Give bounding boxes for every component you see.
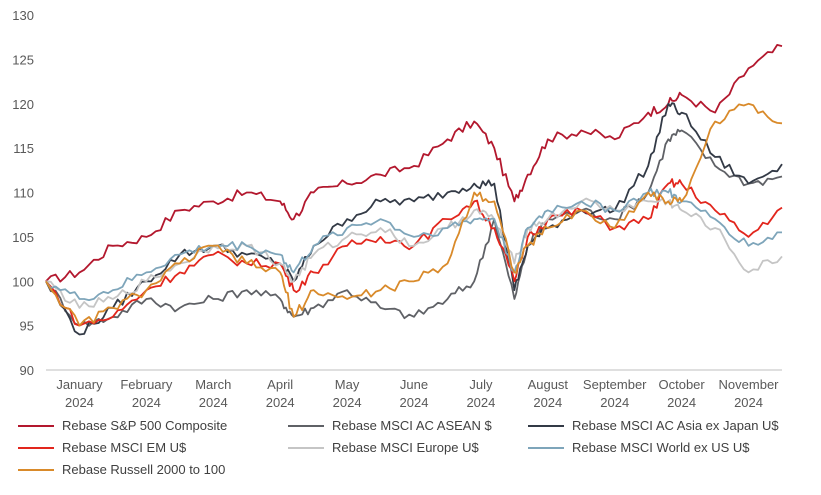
series-line-6 xyxy=(45,187,782,301)
legend-label: Rebase MSCI AC Asia ex Japan U$ xyxy=(572,418,779,433)
x-tick-label-month: July xyxy=(469,377,493,392)
legend-item: Rebase MSCI Europe U$ xyxy=(288,440,479,455)
x-tick-label-month: September xyxy=(583,377,647,392)
legend-item: Rebase MSCI World ex US U$ xyxy=(528,440,750,455)
y-axis: 90 95 100 105 110 115 120 125 130 xyxy=(12,8,34,378)
legend-swatch xyxy=(288,424,324,427)
x-tick-label-year: 2024 xyxy=(533,395,562,410)
x-tick-label-year: 2024 xyxy=(333,395,362,410)
legend-swatch xyxy=(288,446,324,449)
x-tick-label-year: 2024 xyxy=(400,395,429,410)
legend-label: Rebase MSCI Europe U$ xyxy=(332,440,479,455)
y-tick-label: 130 xyxy=(12,8,34,23)
y-tick-label: 125 xyxy=(12,52,34,67)
legend-item: Rebase MSCI EM U$ xyxy=(18,440,186,455)
x-tick-label-month: April xyxy=(267,377,293,392)
x-axis: January 2024 February 2024 March 2024 April 202… xyxy=(46,369,782,410)
legend-label: Rebase Russell 2000 to 100 xyxy=(62,462,226,477)
y-tick-label: 115 xyxy=(13,141,34,156)
legend-swatch xyxy=(18,446,54,449)
y-tick-label: 105 xyxy=(12,230,34,245)
series-line-5 xyxy=(45,197,783,309)
legend-swatch xyxy=(18,468,54,471)
y-tick-label: 100 xyxy=(12,274,34,289)
x-tick-label-year: 2024 xyxy=(199,395,228,410)
series-line-2 xyxy=(45,128,783,327)
series-line-3 xyxy=(45,102,783,336)
legend-swatch xyxy=(528,446,564,449)
legend-label: Rebase MSCI AC ASEAN $ xyxy=(332,418,492,433)
x-tick-label-month: August xyxy=(528,377,569,392)
legend-item: Rebase MSCI AC Asia ex Japan U$ xyxy=(528,418,779,433)
x-tick-label-year: 2024 xyxy=(600,395,629,410)
x-tick-label-month: January xyxy=(56,377,103,392)
series-line-1 xyxy=(45,44,783,283)
y-tick-label: 90 xyxy=(20,363,34,378)
y-tick-label: 120 xyxy=(12,97,34,112)
x-tick-label-year: 2024 xyxy=(734,395,763,410)
x-tick-label-month: March xyxy=(195,377,231,392)
x-tick-label-month: February xyxy=(120,377,173,392)
x-tick-label-month: November xyxy=(719,377,780,392)
plot-series xyxy=(45,44,783,336)
y-tick-label: 95 xyxy=(20,319,34,334)
legend-label: Rebase S&P 500 Composite xyxy=(62,418,228,433)
legend-item: Rebase S&P 500 Composite xyxy=(18,418,227,433)
line-chart: 90 95 100 105 110 115 120 125 130 January 2024 Feb… xyxy=(12,8,783,410)
series-line-7 xyxy=(45,102,783,327)
legend-item: Rebase MSCI AC ASEAN $ xyxy=(288,418,492,433)
y-tick-label: 110 xyxy=(13,186,34,201)
x-tick-label-year: 2024 xyxy=(65,395,94,410)
x-tick-label-year: 2024 xyxy=(466,395,495,410)
legend-swatch xyxy=(18,424,54,427)
x-tick-label-month: October xyxy=(659,377,706,392)
legend-swatch xyxy=(528,424,564,427)
x-tick-label-month: June xyxy=(400,377,428,392)
x-tick-label-year: 2024 xyxy=(132,395,161,410)
legend-label: Rebase MSCI World ex US U$ xyxy=(572,440,750,455)
legend-label: Rebase MSCI EM U$ xyxy=(62,440,187,455)
x-tick-label-year: 2024 xyxy=(667,395,696,410)
x-tick-label-month: May xyxy=(335,377,360,392)
x-tick-label-year: 2024 xyxy=(266,395,295,410)
legend-item: Rebase Russell 2000 to 100 xyxy=(18,462,225,477)
